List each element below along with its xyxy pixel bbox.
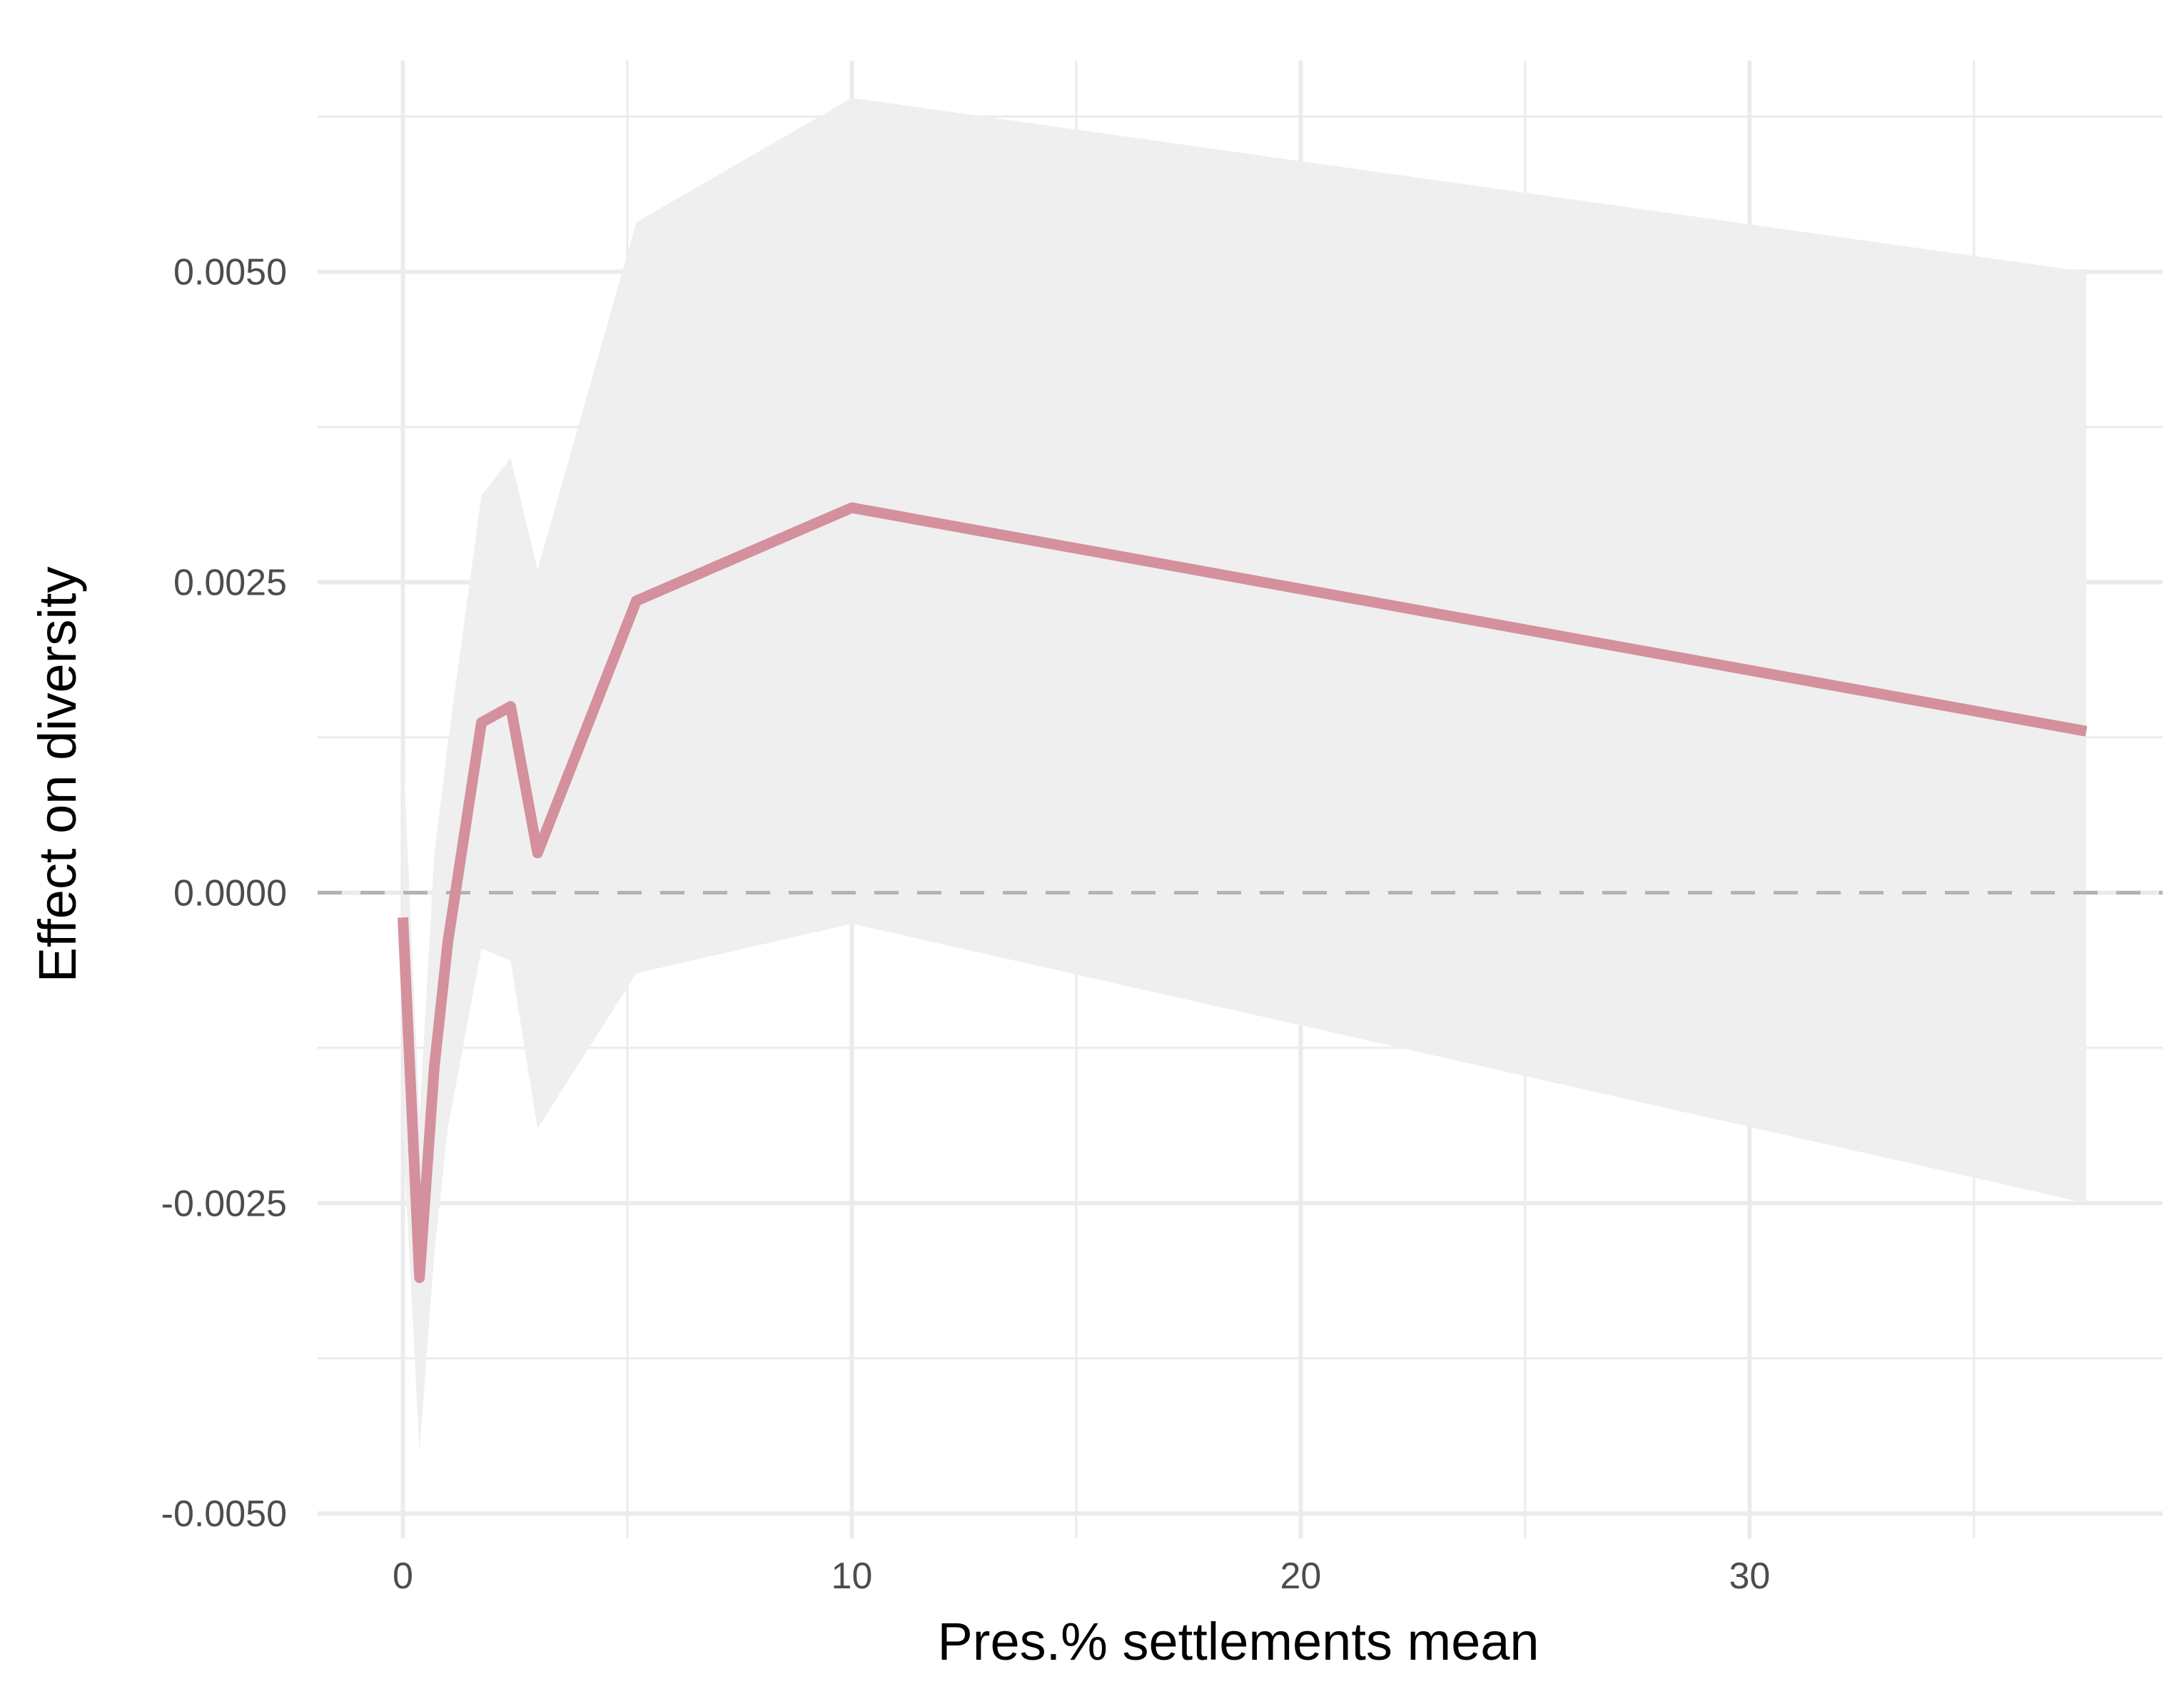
x-axis-title: Pres.% settlements mean [937,1612,1539,1671]
y-tick-label: -0.0050 [161,1493,287,1535]
confidence-band-layer [403,98,2087,1452]
x-tick-label: 0 [393,1556,413,1597]
x-tick-label: 20 [1280,1556,1321,1597]
y-axis-tick-labels: -0.0050 -0.0025 0.0000 0.0025 0.0050 [161,252,287,1535]
x-tick-label: 30 [1729,1556,1770,1597]
y-axis-title: Effect on diversity [28,567,87,983]
effect-line [398,502,2088,1284]
y-tick-label: 0.0025 [173,563,287,604]
confidence-band [403,98,2087,1452]
y-tick-label: -0.0025 [161,1183,287,1224]
x-axis-tick-labels: 0 10 20 30 [393,1556,1770,1597]
x-tick-label: 10 [831,1556,873,1597]
y-tick-label: 0.0050 [173,252,287,293]
y-tick-label: 0.0000 [173,872,287,914]
effect-line-layer [398,502,2088,1284]
